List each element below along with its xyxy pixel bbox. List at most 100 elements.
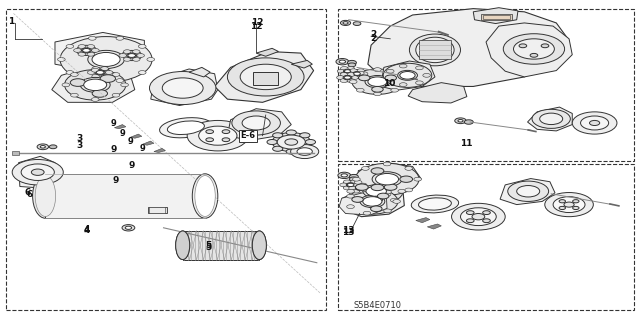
Text: 9: 9	[129, 161, 135, 170]
Text: 9: 9	[111, 145, 117, 154]
Circle shape	[66, 70, 74, 74]
Polygon shape	[291, 60, 312, 68]
Circle shape	[267, 139, 277, 145]
Circle shape	[92, 90, 108, 97]
Circle shape	[374, 92, 381, 96]
Circle shape	[390, 198, 398, 202]
Circle shape	[359, 183, 367, 187]
Circle shape	[112, 93, 120, 97]
Circle shape	[88, 36, 96, 40]
Circle shape	[359, 189, 367, 193]
Polygon shape	[55, 33, 145, 72]
Circle shape	[272, 132, 310, 152]
Polygon shape	[342, 186, 404, 217]
Circle shape	[206, 130, 214, 134]
Circle shape	[391, 71, 399, 75]
Circle shape	[70, 79, 86, 86]
Bar	[253, 72, 278, 85]
Text: 2: 2	[370, 31, 376, 40]
Circle shape	[347, 205, 355, 209]
Circle shape	[163, 78, 203, 98]
Circle shape	[564, 202, 574, 207]
Circle shape	[116, 36, 124, 40]
Circle shape	[58, 57, 65, 61]
Text: 6: 6	[25, 188, 31, 197]
Circle shape	[206, 138, 214, 142]
Circle shape	[352, 189, 360, 193]
Circle shape	[383, 209, 391, 213]
Bar	[338, 9, 634, 161]
Circle shape	[516, 186, 540, 197]
Circle shape	[344, 70, 351, 73]
Ellipse shape	[168, 121, 204, 135]
Circle shape	[362, 167, 369, 170]
Circle shape	[398, 80, 406, 84]
Polygon shape	[500, 179, 555, 204]
Circle shape	[337, 69, 345, 73]
Circle shape	[393, 199, 401, 203]
Circle shape	[137, 54, 145, 57]
Text: 13: 13	[342, 226, 355, 235]
Circle shape	[300, 133, 310, 138]
Circle shape	[92, 48, 99, 52]
Ellipse shape	[416, 37, 454, 63]
Circle shape	[342, 181, 359, 189]
Circle shape	[74, 37, 138, 69]
Circle shape	[147, 57, 155, 61]
Text: 9: 9	[111, 119, 116, 129]
Circle shape	[356, 186, 363, 190]
Ellipse shape	[410, 34, 461, 66]
Circle shape	[372, 172, 402, 187]
Circle shape	[349, 186, 356, 190]
Circle shape	[355, 180, 362, 184]
Circle shape	[227, 58, 304, 96]
Circle shape	[343, 75, 352, 80]
Ellipse shape	[252, 231, 266, 260]
Circle shape	[423, 73, 431, 77]
Circle shape	[70, 93, 78, 97]
Ellipse shape	[412, 195, 459, 213]
Circle shape	[363, 197, 382, 206]
Circle shape	[351, 76, 358, 79]
Circle shape	[343, 180, 351, 184]
Bar	[148, 206, 167, 213]
Polygon shape	[143, 141, 154, 145]
Polygon shape	[339, 192, 387, 215]
Circle shape	[356, 71, 364, 75]
Circle shape	[92, 67, 99, 70]
Circle shape	[508, 181, 548, 201]
Text: 4: 4	[84, 226, 90, 234]
Circle shape	[398, 189, 406, 193]
Text: S5B4E0710: S5B4E0710	[353, 301, 401, 310]
Circle shape	[105, 70, 113, 74]
Circle shape	[541, 44, 549, 48]
Bar	[338, 164, 634, 310]
Circle shape	[354, 183, 362, 187]
Circle shape	[65, 70, 126, 100]
Circle shape	[100, 74, 108, 78]
Circle shape	[96, 70, 104, 74]
Circle shape	[415, 81, 423, 85]
Circle shape	[128, 54, 136, 57]
Circle shape	[344, 69, 351, 73]
Text: 2: 2	[370, 34, 376, 43]
Circle shape	[337, 76, 344, 79]
Circle shape	[60, 37, 152, 82]
Circle shape	[339, 60, 346, 63]
Circle shape	[353, 177, 360, 181]
Circle shape	[348, 60, 356, 65]
Bar	[182, 231, 259, 260]
Text: 12: 12	[250, 22, 262, 31]
Circle shape	[350, 69, 358, 73]
Circle shape	[372, 202, 380, 206]
Circle shape	[530, 53, 538, 57]
Circle shape	[339, 73, 356, 82]
Circle shape	[387, 78, 394, 81]
Bar	[6, 9, 326, 310]
Polygon shape	[256, 48, 278, 56]
Ellipse shape	[175, 231, 189, 260]
Circle shape	[354, 72, 360, 75]
Circle shape	[400, 71, 415, 79]
Circle shape	[532, 109, 570, 128]
Circle shape	[383, 190, 391, 194]
